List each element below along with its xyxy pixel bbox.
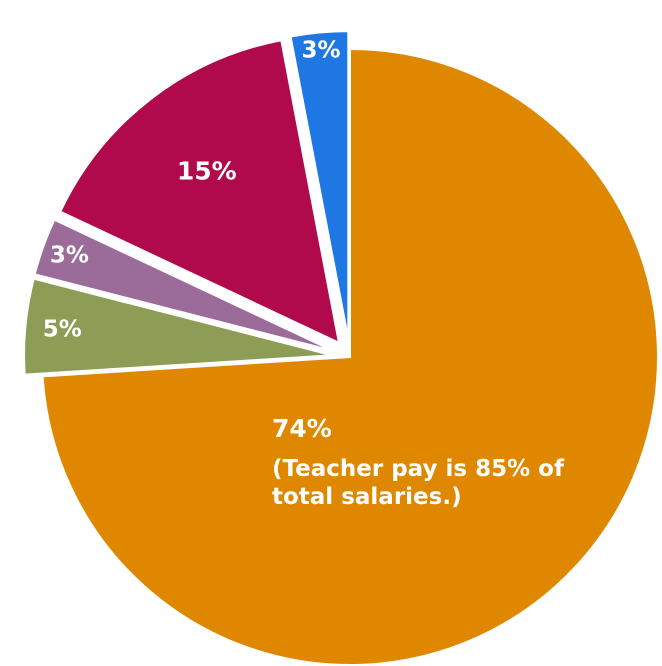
label-15: 15%	[177, 156, 237, 185]
slice-5	[23, 277, 333, 376]
annotation-line-1: (Teacher pay is 85% of	[272, 456, 565, 482]
pie-slices	[23, 30, 659, 666]
teacher-pay-annotation: (Teacher pay is 85% of total salaries.)	[272, 456, 572, 510]
slice-3a	[33, 218, 334, 352]
annotation-line-2: total salaries.)	[272, 484, 462, 510]
slice-3b	[289, 30, 350, 340]
label-3a: 3%	[50, 242, 89, 268]
slice-74	[41, 47, 659, 666]
label-74: 74%	[272, 414, 332, 443]
label-3b: 3%	[302, 37, 341, 63]
slice-15	[58, 39, 341, 345]
pie-labels: 74% 5% 3% 15% 3%	[43, 37, 341, 443]
label-5: 5%	[43, 316, 82, 342]
